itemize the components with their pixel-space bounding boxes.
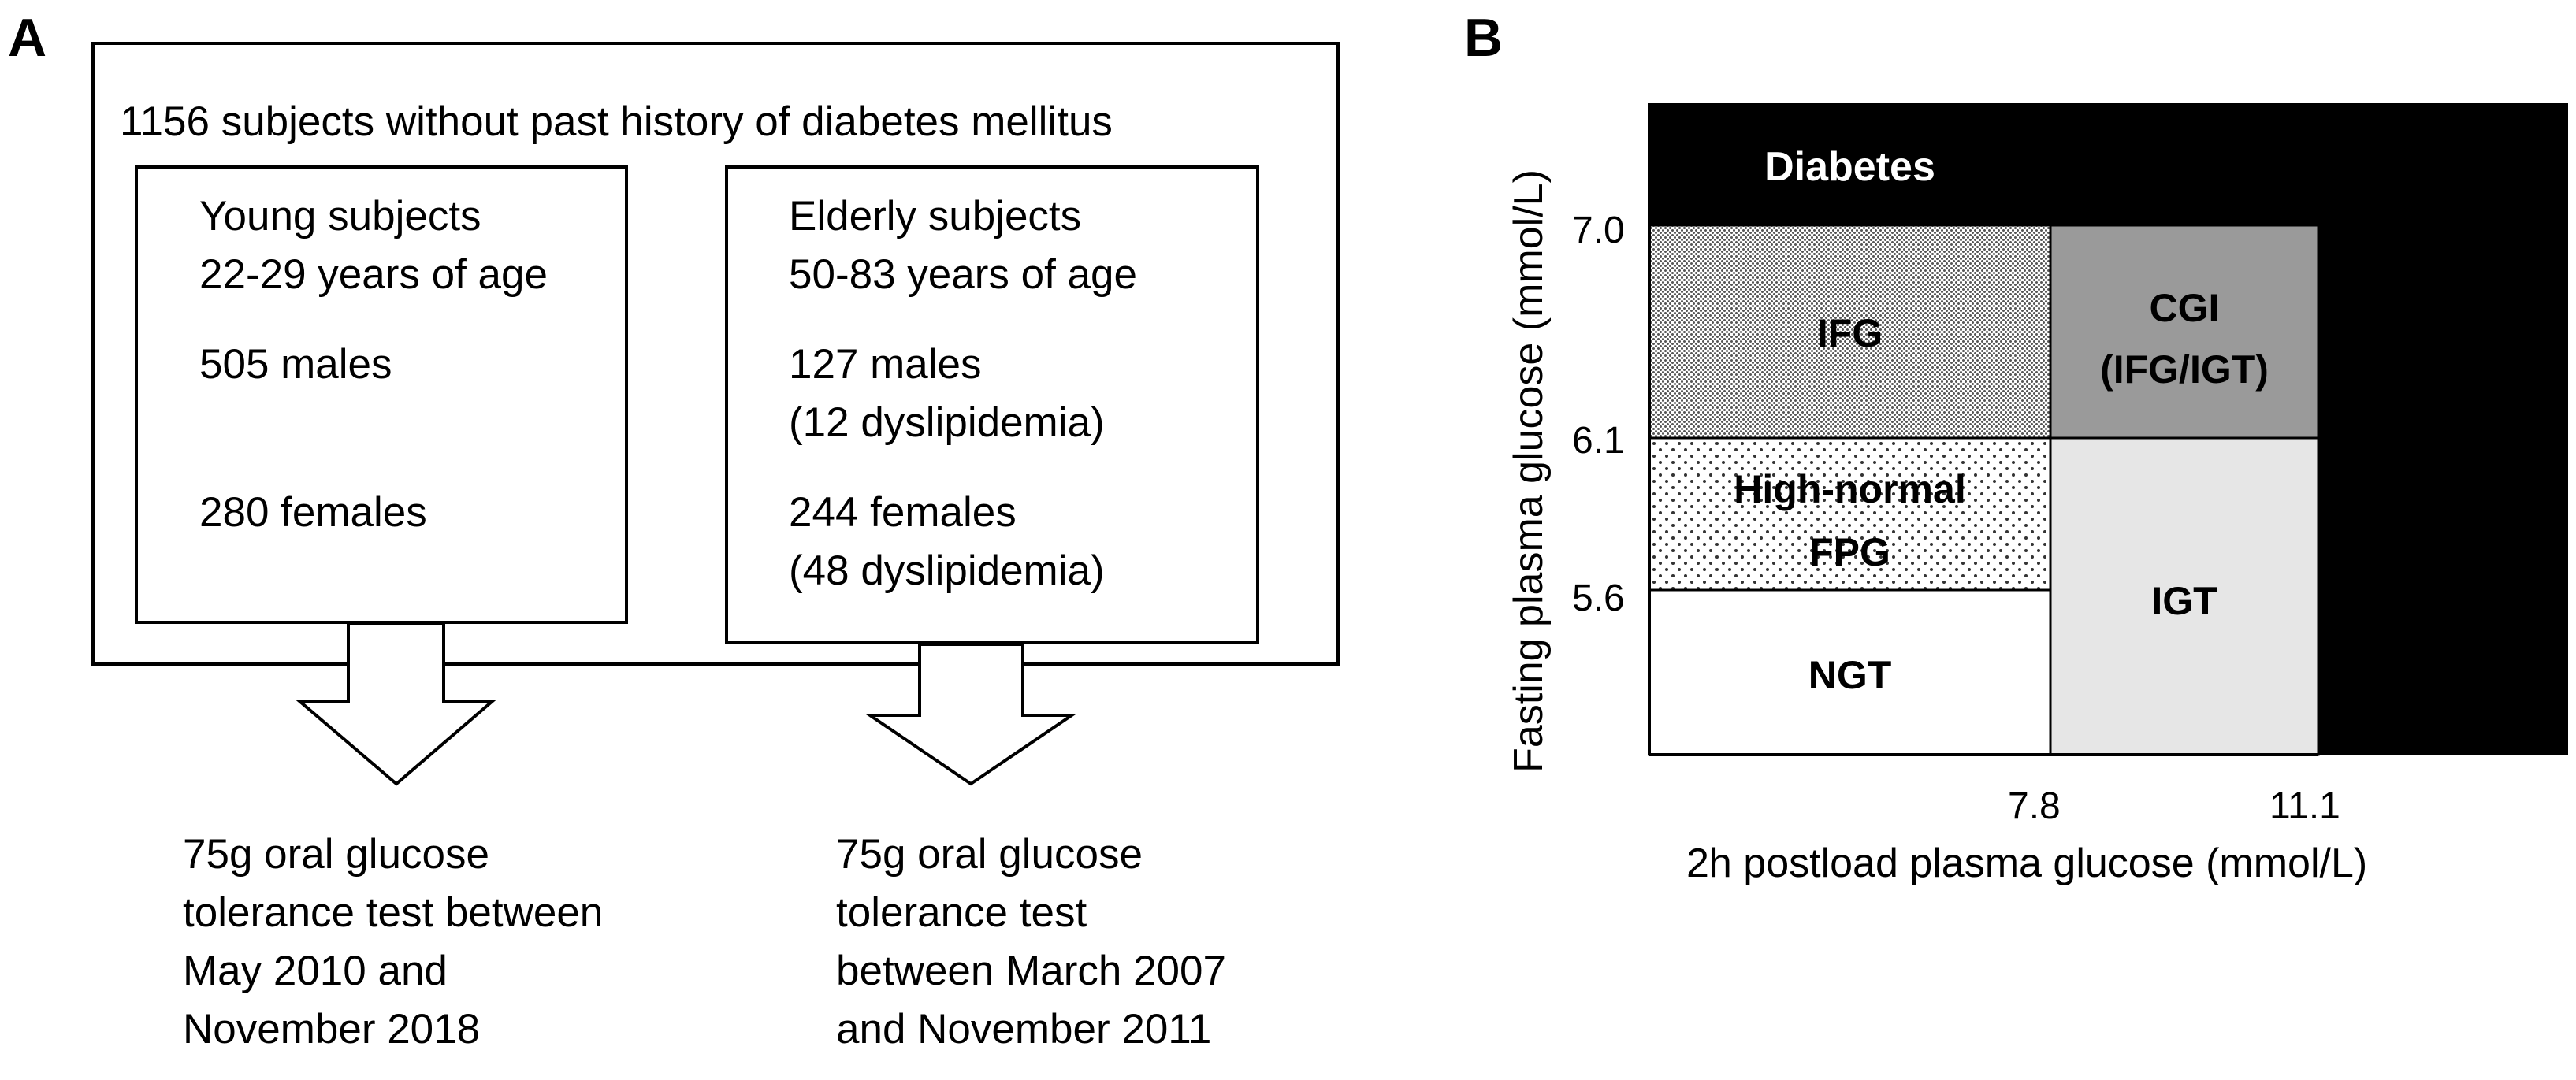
- region-igt: [2049, 436, 2320, 756]
- young-age: 22-29 years of age: [199, 251, 548, 298]
- young-subjects-text: Young subjects 22-29 years of age 505 ma…: [199, 187, 548, 542]
- elderly-test-line-1: 75g oral glucose: [836, 831, 1143, 878]
- region-cgi: [2049, 224, 2320, 440]
- young-down-arrow: [295, 622, 497, 786]
- x-tick-11-1: 11.1: [2269, 785, 2340, 827]
- x-axis-label: 2h postload plasma glucose (mmol/L): [1686, 841, 2368, 886]
- young-males: 505 males: [199, 341, 392, 388]
- young-subjects-box: [135, 165, 628, 624]
- elderly-test-line-4: and November 2011: [836, 1006, 1212, 1052]
- label-diabetes: Diabetes: [1764, 144, 1935, 190]
- young-test-line-3: May 2010 and: [183, 948, 448, 994]
- panel-a-label: A: [8, 8, 47, 68]
- young-test-line-1: 75g oral glucose: [183, 831, 489, 878]
- elderly-test-text: 75g oral glucose tolerance test between …: [836, 826, 1226, 1059]
- y-tick-7-0: 7.0: [1572, 210, 1625, 251]
- y-tick-5-6: 5.6: [1572, 577, 1625, 619]
- elderly-females: 244 females: [789, 489, 1017, 536]
- panel-b-label: B: [1464, 8, 1504, 68]
- young-test-line-4: November 2018: [183, 1006, 481, 1052]
- young-test-text: 75g oral glucose tolerance test between …: [183, 826, 603, 1059]
- elderly-title: Elderly subjects: [789, 193, 1082, 239]
- label-cgi-2: (IFG/IGT): [2100, 347, 2269, 392]
- elderly-test-line-3: between March 2007: [836, 948, 1226, 994]
- young-females: 280 females: [199, 489, 427, 536]
- label-cgi-1: CGI: [2149, 286, 2220, 330]
- y-tick-6-1: 6.1: [1572, 420, 1625, 462]
- x-tick-7-8: 7.8: [2008, 785, 2061, 827]
- label-ngt: NGT: [1808, 653, 1892, 697]
- label-high-normal-2: FPG: [1809, 530, 1890, 574]
- label-igt: IGT: [2151, 579, 2217, 623]
- young-test-line-2: tolerance test between: [183, 889, 604, 936]
- region-high-normal-fpg: [1648, 436, 2052, 592]
- elderly-males: 127 males: [789, 341, 982, 388]
- elderly-age: 50-83 years of age: [789, 251, 1137, 298]
- elderly-test-line-2: tolerance test: [836, 889, 1087, 936]
- elderly-males-note: (12 dyslipidemia): [789, 399, 1105, 446]
- label-high-normal-1: High-normal: [1734, 467, 1966, 511]
- elderly-subjects-text: Elderly subjects 50-83 years of age 127 …: [789, 187, 1137, 600]
- label-ifg: IFG: [1816, 311, 1883, 355]
- region-ifg: [1648, 224, 2052, 440]
- elderly-females-note: (48 dyslipidemia): [789, 547, 1105, 594]
- young-title: Young subjects: [199, 193, 481, 239]
- elderly-down-arrow: [864, 643, 1077, 786]
- outer-box-title: 1156 subjects without past history of di…: [120, 98, 1113, 145]
- y-axis-label: Fasting plasma glucose (mmol/L): [1506, 169, 1552, 773]
